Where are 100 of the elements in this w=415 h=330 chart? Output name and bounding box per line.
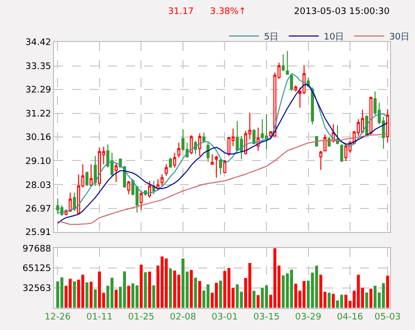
candlestick bbox=[198, 132, 202, 156]
bar bbox=[90, 282, 93, 308]
bar bbox=[369, 288, 372, 308]
candlestick bbox=[90, 164, 93, 186]
candlestick bbox=[340, 144, 344, 162]
candlestick bbox=[98, 147, 101, 186]
candlestick bbox=[160, 174, 164, 186]
bar bbox=[94, 289, 97, 308]
bar bbox=[60, 277, 64, 308]
candlestick bbox=[140, 190, 143, 210]
bar bbox=[227, 268, 230, 308]
y-tick-label: 26.97 bbox=[25, 204, 52, 214]
candlestick bbox=[344, 144, 348, 162]
bar bbox=[85, 282, 88, 308]
y-tick-label: 33.35 bbox=[25, 62, 52, 72]
candlestick bbox=[94, 155, 97, 186]
bar bbox=[148, 272, 152, 308]
bar bbox=[356, 274, 360, 308]
bar bbox=[110, 278, 114, 308]
bar bbox=[344, 294, 348, 308]
bar bbox=[127, 286, 130, 308]
bar bbox=[252, 290, 256, 308]
bar bbox=[365, 292, 368, 308]
x-tick-label: 03-29 bbox=[295, 312, 322, 323]
bar bbox=[72, 281, 76, 308]
candlestick bbox=[202, 132, 206, 144]
candlestick bbox=[164, 164, 168, 176]
bar bbox=[340, 294, 344, 308]
legend-label: 5日 bbox=[264, 32, 279, 42]
bar bbox=[256, 295, 260, 308]
candlestick bbox=[264, 114, 268, 150]
candlestick bbox=[252, 128, 256, 145]
y-tick-label: 31.22 bbox=[25, 110, 52, 120]
candlestick bbox=[168, 157, 172, 168]
bar bbox=[290, 270, 294, 308]
candlestick bbox=[148, 180, 152, 198]
bar bbox=[302, 281, 306, 308]
candlestick bbox=[294, 84, 298, 92]
candlestick bbox=[85, 170, 88, 186]
x-tick-label: 12-26 bbox=[44, 312, 72, 323]
y-tick-label: 34.42 bbox=[25, 38, 52, 48]
candlestick bbox=[323, 134, 326, 152]
bar bbox=[374, 286, 377, 308]
candlestick bbox=[336, 124, 340, 145]
y-tick-label: 25.91 bbox=[25, 228, 52, 238]
bar bbox=[182, 258, 184, 308]
bar bbox=[131, 283, 134, 308]
candlestick bbox=[152, 180, 156, 195]
y-tick-label: 30.16 bbox=[25, 133, 52, 144]
bar bbox=[315, 266, 318, 308]
bar bbox=[332, 294, 335, 308]
candlestick bbox=[290, 74, 294, 92]
legend-label: 30日 bbox=[389, 32, 410, 42]
candlestick bbox=[219, 158, 222, 175]
bar bbox=[386, 276, 390, 308]
bar bbox=[190, 270, 193, 308]
candlestick bbox=[173, 152, 176, 168]
bar bbox=[160, 256, 164, 308]
bar bbox=[219, 280, 222, 308]
y-tick-label: 29.10 bbox=[25, 156, 52, 167]
bar bbox=[168, 268, 172, 308]
candlestick bbox=[127, 180, 130, 195]
bar bbox=[282, 275, 285, 308]
candlestick bbox=[68, 192, 72, 212]
bar bbox=[265, 285, 268, 308]
candlestick bbox=[210, 154, 214, 165]
bar bbox=[248, 262, 252, 308]
candlestick bbox=[177, 142, 180, 158]
y-tick-label: 32.29 bbox=[25, 86, 52, 96]
candlestick bbox=[114, 162, 118, 182]
bar bbox=[286, 273, 289, 308]
bar bbox=[98, 272, 101, 308]
x-tick-label: 03-15 bbox=[253, 312, 280, 323]
bar bbox=[123, 271, 126, 308]
x-tick-label: 04-16 bbox=[336, 312, 364, 323]
x-tick-label: 02-08 bbox=[170, 312, 196, 323]
bar bbox=[273, 248, 276, 308]
bar bbox=[177, 274, 180, 308]
bar bbox=[114, 290, 118, 308]
x-tick-label: 03-01 bbox=[212, 312, 238, 323]
x-tick-label: 01-11 bbox=[86, 312, 113, 323]
bar bbox=[260, 288, 264, 308]
line-series bbox=[57, 133, 388, 225]
candlestick bbox=[56, 198, 60, 215]
y-tick-label: 28.03 bbox=[25, 180, 52, 191]
bar bbox=[136, 285, 139, 308]
y-tick-label: 65125 bbox=[22, 264, 52, 274]
text: 3.38%↑ bbox=[210, 7, 246, 17]
bar bbox=[173, 270, 176, 308]
bar bbox=[194, 278, 197, 308]
bar bbox=[328, 292, 331, 308]
candlestick bbox=[206, 142, 210, 162]
candlestick bbox=[214, 155, 218, 178]
candlestick bbox=[190, 134, 193, 155]
text: 31.17 bbox=[168, 7, 194, 17]
candlestick bbox=[369, 96, 372, 135]
x-tick-label: 05-03 bbox=[374, 312, 401, 323]
text: 2013-05-03 15:00:30 bbox=[294, 7, 390, 17]
candlestick bbox=[310, 86, 314, 125]
bar bbox=[382, 283, 385, 308]
